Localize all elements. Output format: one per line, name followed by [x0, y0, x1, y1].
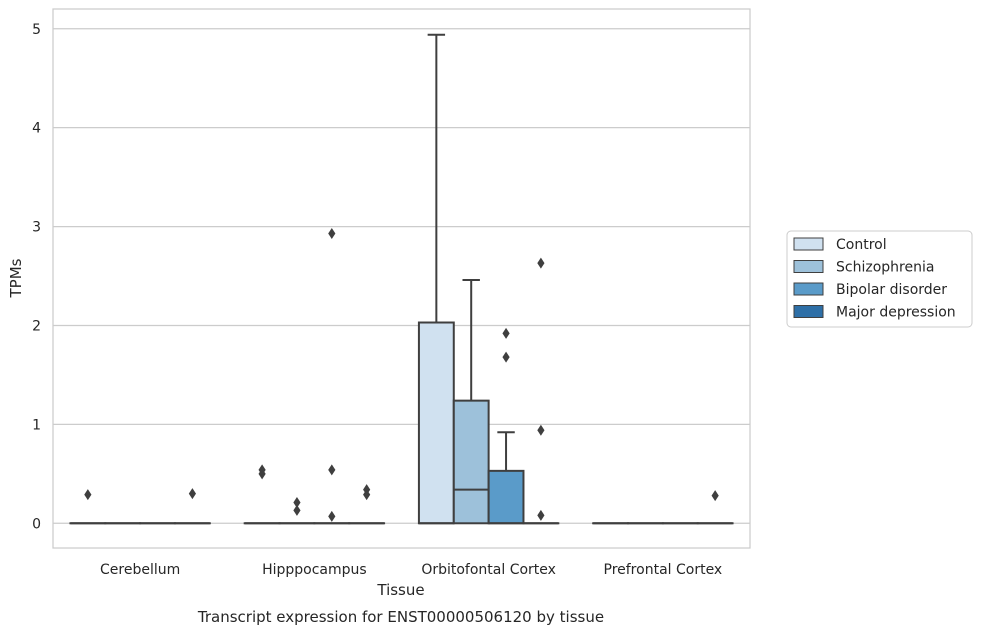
x-tick-label: Prefrontal Cortex	[604, 562, 723, 578]
y-tick-label: 2	[32, 318, 41, 334]
y-axis-label: TPMs	[7, 258, 25, 298]
y-tick-label: 5	[32, 22, 41, 38]
box-body	[489, 471, 524, 523]
legend-swatch	[794, 283, 823, 295]
x-tick-label: Cerebellum	[100, 562, 180, 578]
y-tick-label: 3	[32, 220, 41, 236]
x-tick-label: Hipppocampus	[262, 562, 367, 578]
y-tick-label: 0	[32, 516, 41, 532]
legend-swatch	[794, 238, 823, 250]
x-axis-label: Tissue	[376, 581, 424, 599]
legend: Control Schizophrenia Bipolar disorder Majo…	[787, 231, 972, 327]
y-tick-label: 4	[32, 121, 41, 137]
legend-label: Bipolar disorder	[836, 282, 947, 298]
legend-swatch	[794, 261, 823, 273]
legend-label: Major depression	[836, 305, 956, 321]
legend-label: Control	[836, 237, 887, 253]
box-body	[419, 323, 454, 524]
box-body	[454, 401, 489, 524]
legend-swatch	[794, 306, 823, 318]
x-tick-label: Orbitofontal Cortex	[421, 562, 556, 578]
legend-label: Schizophrenia	[836, 260, 934, 276]
y-tick-label: 1	[32, 417, 41, 433]
chart-title: Transcript expression for ENST0000050612…	[197, 608, 604, 626]
